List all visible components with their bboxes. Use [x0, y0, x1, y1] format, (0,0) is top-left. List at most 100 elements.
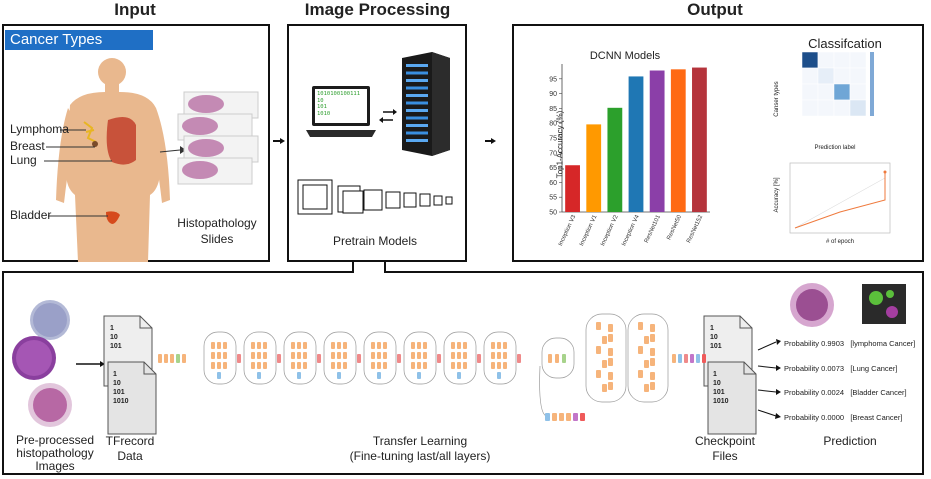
- layer-block: [297, 342, 301, 349]
- checkpoint-caption-line: Files: [712, 449, 738, 463]
- prediction-caption: Prediction: [823, 434, 877, 448]
- y-tick-label: 50: [549, 210, 557, 217]
- label-breast: Breast: [10, 139, 45, 153]
- layer-block: [223, 342, 227, 349]
- cls-ylabel: Canser types: [774, 81, 780, 117]
- y-tick-label: 95: [549, 76, 557, 83]
- breast-marker: [92, 141, 98, 147]
- layer-block: [291, 342, 295, 349]
- layer-block: [417, 362, 421, 369]
- layer-block: [263, 352, 267, 359]
- layer-block: [377, 352, 381, 359]
- x-tick-label: Inception V3: [558, 214, 578, 247]
- label-lung: Lung: [10, 153, 37, 167]
- colorbar: [870, 52, 874, 116]
- aux-block: [573, 413, 578, 421]
- layer-block: [337, 362, 341, 369]
- laptop-code-line: 10: [317, 97, 324, 104]
- layer-block: [303, 362, 307, 369]
- layer-block: [343, 352, 347, 359]
- layer-block: [337, 352, 341, 359]
- inception-module: [443, 331, 477, 385]
- layer-block: [383, 362, 387, 369]
- server-slot: [406, 101, 428, 105]
- layer-block: [383, 342, 387, 349]
- x-tick-label: ResNet101: [644, 214, 662, 244]
- layer-block: [491, 352, 495, 359]
- laptop-code-line: 1010: [317, 110, 331, 117]
- layer-block: [463, 342, 467, 349]
- server-slot: [406, 64, 428, 67]
- concat-block: [517, 354, 521, 363]
- layer-block: [257, 362, 261, 369]
- layer-block: [303, 342, 307, 349]
- layer-block: [291, 352, 295, 359]
- head-block: [690, 354, 694, 363]
- matrix-cell: [801, 99, 819, 117]
- inception-module: [541, 337, 575, 379]
- matrix-cell: [849, 67, 867, 85]
- layer-block: [331, 342, 335, 349]
- bar-chart-title: DCNN Models: [589, 50, 661, 62]
- y-tick-label: 60: [549, 180, 557, 187]
- x-tick-label: Inception V2: [600, 214, 620, 247]
- inception-module: [323, 331, 357, 385]
- layer-block: [608, 358, 613, 366]
- layer-block: [211, 342, 215, 349]
- layer-block: [451, 362, 455, 369]
- code-line: 1: [710, 325, 714, 332]
- layer-block: [377, 342, 381, 349]
- layer-block: [343, 342, 347, 349]
- layer-block: [331, 352, 335, 359]
- tfrecord-caption-line: Data: [117, 449, 143, 463]
- prediction-class: [Breast Cancer]: [850, 413, 903, 422]
- histology-images: [12, 300, 72, 427]
- label-lymphoma: Lymphoma: [10, 122, 69, 136]
- matrix-cell: [833, 83, 851, 101]
- prediction-2: Probability 0.0073 [Lung Cancer]: [784, 364, 897, 373]
- checkpoint-files-icon: [703, 315, 757, 435]
- prediction-4: Probability 0.0000 [Breast Cancer]: [784, 413, 902, 422]
- aux-block: [580, 413, 585, 421]
- layer-block: [608, 324, 613, 332]
- layer-block: [596, 346, 601, 354]
- bar: [586, 124, 602, 212]
- aux-block: [559, 413, 564, 421]
- laptop-code-line: 1010100100111: [317, 91, 361, 97]
- layer-block: [423, 352, 427, 359]
- concat-block: [397, 354, 401, 363]
- concat-block: [437, 354, 441, 363]
- layer-block: [650, 334, 655, 342]
- matrix-cell: [833, 67, 851, 85]
- layer-block: [608, 382, 613, 390]
- prediction-3: Probability 0.0024 [Bladder Cancer]: [784, 388, 907, 397]
- code-line: 1010: [113, 398, 129, 405]
- layer-block: [562, 354, 566, 363]
- layer-block: [411, 352, 415, 359]
- code-line: 10: [710, 334, 718, 341]
- bar: [607, 107, 623, 212]
- laptop-code-line: 101: [317, 104, 327, 110]
- layer-block: [451, 352, 455, 359]
- layer-block: [297, 352, 301, 359]
- matrix-cell: [801, 67, 819, 85]
- layer-block: [503, 352, 507, 359]
- acc-ylabel: Accuracy [%]: [774, 177, 780, 213]
- code-line: 10: [713, 380, 721, 387]
- layer-block: [644, 360, 649, 368]
- bar: [670, 69, 686, 212]
- layer-block: [263, 342, 267, 349]
- bar-chart-ylabel: Top1-Accuracy (%): [555, 110, 565, 179]
- tfrecord-caption-line: TFrecord: [105, 434, 155, 448]
- layer-block: [217, 372, 221, 379]
- server-leds: [406, 64, 428, 142]
- inception-module: [403, 331, 437, 385]
- y-tick-label: 85: [549, 106, 557, 113]
- checkpoint-code-1: 1 10 101: [710, 324, 722, 351]
- layer-block: [463, 362, 467, 369]
- pipeline-panel: [2, 271, 924, 475]
- code-line: 10: [113, 380, 121, 387]
- layer-block: [491, 362, 495, 369]
- layer-block: [644, 336, 649, 344]
- layer-block: [170, 354, 174, 363]
